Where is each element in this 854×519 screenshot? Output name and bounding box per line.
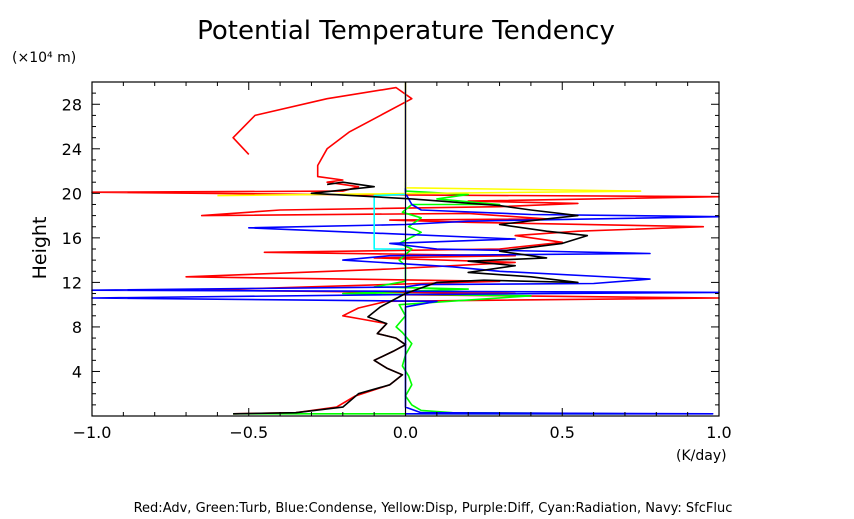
y-axis-label: Height [29,217,51,280]
axes [91,81,720,417]
series-line-radiation [373,193,406,250]
y-tick-label: 12 [62,273,82,292]
x-tick-label: −1.0 [73,423,112,442]
y-tick-label: 8 [72,318,82,337]
tick-labels: −1.0 −0.5 0.0 0.5 1.0 4 8 12 16 20 24 28 [62,95,732,442]
y-tick-label: 20 [62,184,82,203]
x-unit-label: (K/day) [676,448,727,464]
x-tick-label: 0.5 [550,423,575,442]
legend-text: Red:Adv, Green:Turb, Blue:Condense, Yell… [134,501,733,516]
series-line-disp [217,82,642,197]
y-tick-label: 16 [62,229,82,248]
x-tick-label: 1.0 [706,423,731,442]
series-line-diff [233,181,589,415]
y-unit-label: (×10⁴ m) [12,50,76,66]
x-tick-label: −0.5 [229,423,268,442]
series-layer [91,82,720,415]
y-tick-label: 4 [72,362,82,381]
x-tick-label: 0.0 [393,423,418,442]
y-tick-label: 28 [62,95,82,114]
y-tick-label: 24 [62,140,82,159]
chart-title: Potential Temperature Tendency [197,16,615,46]
